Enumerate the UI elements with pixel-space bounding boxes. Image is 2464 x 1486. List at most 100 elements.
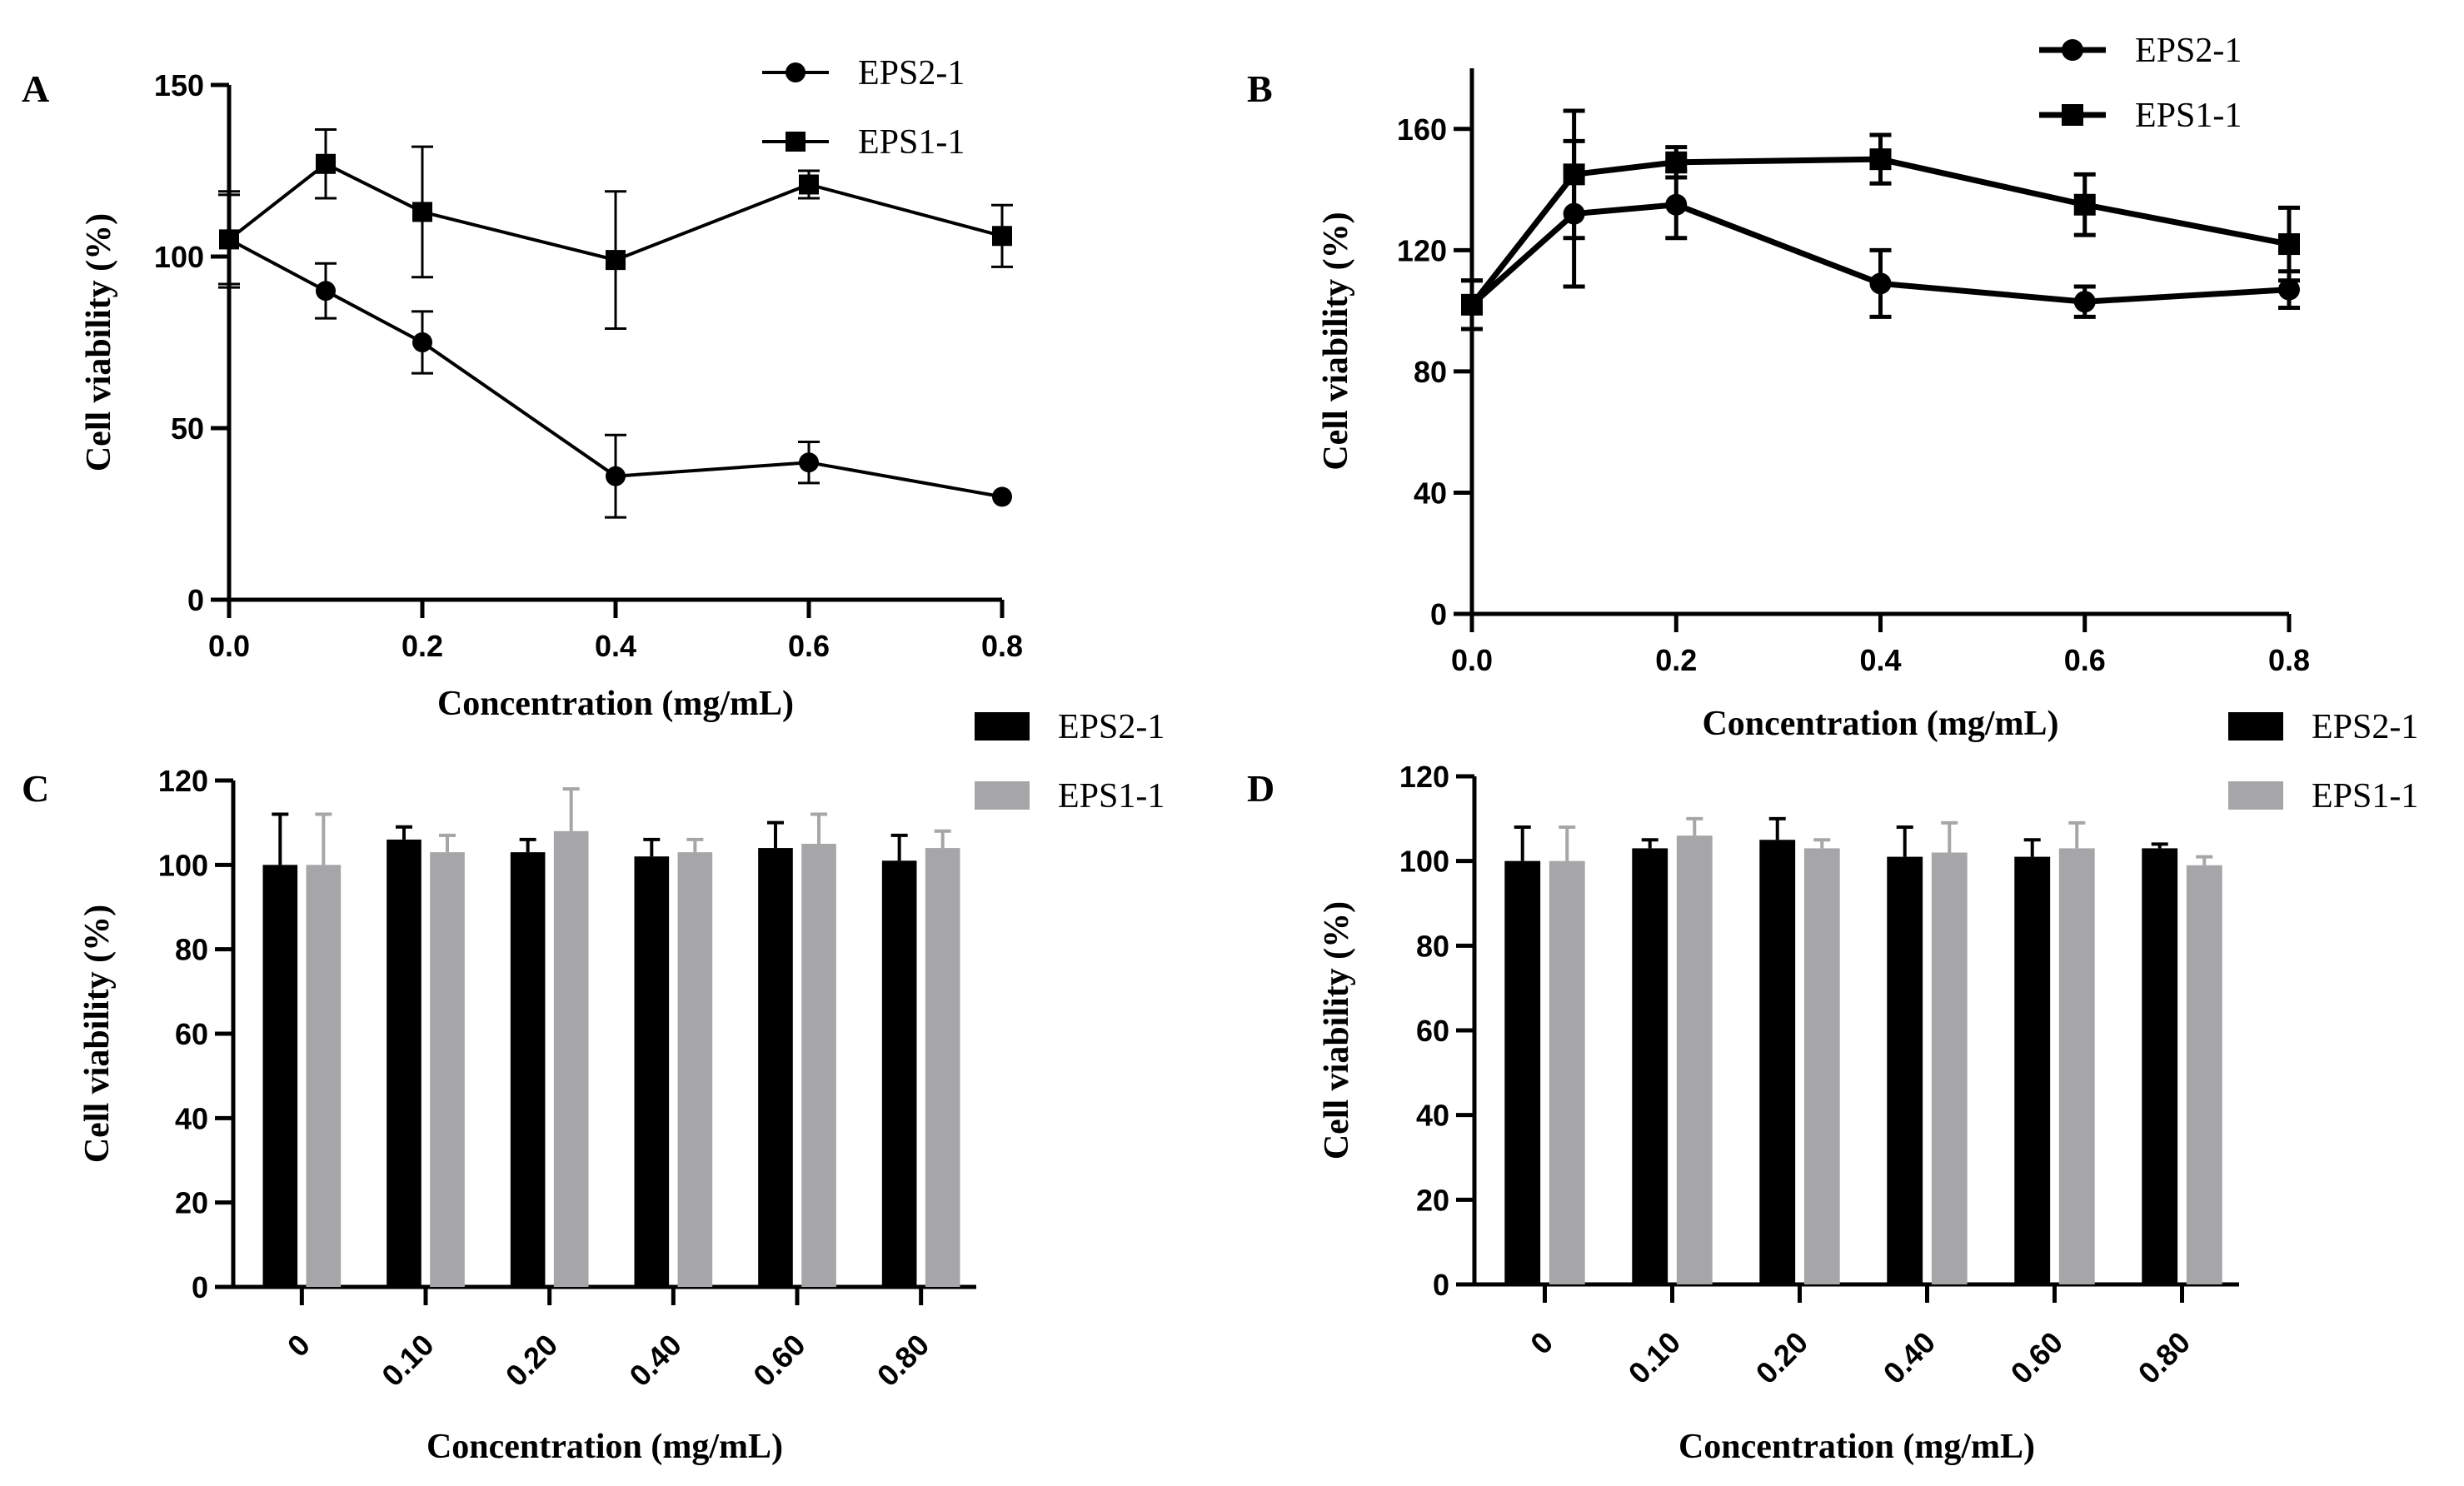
legend-marker-a-eps1-1 — [786, 132, 806, 152]
data-point-a-eps2-1-4 — [799, 452, 819, 473]
panel-letter-d: D — [1247, 767, 1274, 810]
y-tick-label-c-60: 60 — [175, 1017, 208, 1051]
panel-d: 0 20 40 60 80 100 120 D Cell viability (%) Concen… — [1247, 708, 2418, 1466]
y-axis-title-a: Cell viability (%) — [80, 213, 118, 471]
bar-d-eps2-1-0 — [1504, 860, 1541, 1284]
y-tick-label-a-150: 150 — [154, 68, 204, 102]
data-point-b-eps2-1-4 — [2073, 291, 2096, 313]
y-axis-title-c: Cell viability (%) — [78, 905, 117, 1163]
y-tick-label-d-60: 60 — [1416, 1014, 1449, 1048]
error-bar-c-eps2-1-3 — [643, 837, 661, 857]
y-tick-label-a-0: 0 — [187, 583, 204, 617]
y-tick-label-c-20: 20 — [175, 1186, 208, 1220]
error-bar-d-eps2-1-4 — [2023, 838, 2041, 857]
x-tick-label-c-0-10: 0.10 — [375, 1328, 441, 1394]
error-bar-c-eps1-1-2 — [562, 787, 580, 831]
data-point-a-eps1-1-3 — [606, 250, 626, 271]
y-tick-label-c-40: 40 — [175, 1101, 208, 1135]
data-point-a-eps2-1-2 — [412, 332, 432, 352]
error-bar-c-eps1-1-4 — [811, 812, 828, 844]
data-point-a-eps1-1-1 — [316, 153, 336, 174]
error-bar-c-eps1-1-0 — [315, 812, 332, 865]
error-bar-c-eps2-1-2 — [519, 837, 536, 853]
error-bar-c-eps1-1-1 — [439, 833, 456, 853]
error-bar-d-eps2-1-1 — [1641, 838, 1658, 849]
data-point-b-eps1-1-5 — [2278, 233, 2300, 256]
y-tick-label-a-100: 100 — [154, 240, 204, 274]
bar-c-eps1-1-3 — [677, 852, 713, 1287]
legend-label-b-eps2-1: EPS2-1 — [2135, 32, 2242, 70]
bar-d-eps2-1-1 — [1632, 848, 1668, 1284]
x-tick-label-d-0-20: 0.20 — [1749, 1325, 1815, 1391]
bar-c-eps1-1-1 — [430, 852, 465, 1287]
x-axis-title-a: Concentration (mg/mL) — [437, 685, 794, 723]
data-point-b-eps1-1-0 — [1461, 293, 1483, 316]
y-tick-label-c-0: 0 — [192, 1270, 208, 1304]
y-tick-label-d-0: 0 — [1433, 1268, 1449, 1302]
legend-label-d-eps1-1: EPS1-1 — [2312, 777, 2418, 815]
data-point-b-eps1-1-3 — [1869, 148, 1892, 171]
panel-a: 0 50 100 150 A Cell viability (%) Concentratio… — [22, 54, 1023, 723]
data-point-a-eps1-1-2 — [412, 202, 432, 222]
x-tick-label-c-0-20: 0.20 — [499, 1328, 565, 1394]
series-line-b-eps1-1 — [1469, 156, 2290, 307]
error-bar-d-eps2-1-0 — [1514, 825, 1531, 861]
x-tick-label-a-0-0: 0.0 — [208, 629, 250, 663]
bar-c-eps2-1-4 — [758, 848, 793, 1287]
y-tick-label-c-120: 120 — [158, 764, 208, 798]
error-bar-d-eps1-1-5 — [2196, 855, 2213, 865]
panel-letter-a: A — [22, 67, 49, 110]
x-tick-label-d-0-60: 0.60 — [2004, 1325, 2070, 1391]
y-axis-title-d: Cell viability (%) — [1318, 901, 1356, 1159]
x-tick-label-c-0-40: 0.40 — [622, 1328, 688, 1394]
panel-letter-b: B — [1247, 67, 1273, 110]
y-tick-label-c-100: 100 — [158, 848, 208, 882]
legend-label-c-eps1-1: EPS1-1 — [1058, 777, 1165, 815]
data-point-a-eps2-1-1 — [316, 281, 336, 302]
bar-d-eps1-1-1 — [1676, 835, 1713, 1284]
y-tick-label-c-80: 80 — [175, 933, 208, 967]
x-tick-label-a-0-6: 0.6 — [788, 629, 830, 663]
x-axis-title-c: Concentration (mg/mL) — [426, 1428, 783, 1466]
x-tick-label-a-0-4: 0.4 — [595, 629, 636, 663]
bar-d-eps1-1-5 — [2186, 865, 2222, 1284]
y-tick-label-b-160: 160 — [1397, 112, 1447, 147]
error-bar-c-eps1-1-3 — [686, 837, 704, 853]
legend-swatch-c-eps1-1 — [975, 781, 1030, 810]
data-point-b-eps2-1-2 — [1665, 193, 1688, 216]
bar-d-eps1-1-4 — [2058, 848, 2095, 1284]
bar-c-eps2-1-3 — [634, 856, 670, 1287]
legend-label-b-eps1-1: EPS1-1 — [2135, 97, 2242, 135]
legend-swatch-c-eps2-1 — [975, 712, 1030, 741]
bar-c-eps2-1-1 — [387, 839, 421, 1287]
x-tick-label-d-0: 0 — [1524, 1325, 1559, 1361]
panel-c: 0 20 40 60 80 100 120 C Cell viability (%) Concen… — [22, 708, 1165, 1466]
error-bar-d-eps1-1-4 — [2068, 820, 2086, 849]
y-tick-label-d-80: 80 — [1416, 929, 1449, 963]
legend-swatch-d-eps1-1 — [2228, 781, 2283, 810]
bar-d-eps2-1-5 — [2142, 848, 2178, 1284]
data-point-b-eps2-1-3 — [1869, 272, 1892, 295]
bar-c-eps1-1-5 — [925, 848, 960, 1287]
error-bar-d-eps2-1-3 — [1896, 825, 1913, 857]
legend-swatch-d-eps2-1 — [2228, 712, 2283, 741]
error-bar-d-eps1-1-1 — [1686, 816, 1703, 836]
x-tick-label-d-0-80: 0.80 — [2132, 1325, 2197, 1391]
data-point-b-eps1-1-1 — [1563, 163, 1585, 186]
y-tick-label-d-100: 100 — [1399, 845, 1449, 879]
legend-marker-b-eps1-1 — [2062, 104, 2083, 126]
x-tick-label-b-0-4: 0.4 — [1859, 643, 1901, 677]
error-bar-d-eps1-1-0 — [1559, 825, 1576, 861]
bar-c-eps1-1-2 — [553, 830, 589, 1287]
data-point-a-eps1-1-5 — [992, 226, 1012, 247]
error-bar-c-eps2-1-1 — [395, 825, 412, 840]
x-tick-label-a-0-8: 0.8 — [981, 629, 1023, 663]
bar-c-eps1-1-0 — [306, 865, 342, 1287]
data-point-b-eps2-1-5 — [2278, 278, 2300, 301]
bar-c-eps1-1-4 — [801, 844, 836, 1287]
series-line-b-eps2-1 — [1469, 202, 2290, 307]
x-tick-label-b-0-2: 0.2 — [1655, 643, 1697, 677]
x-axis-title-d: Concentration (mg/mL) — [1678, 1428, 2035, 1466]
error-bar-c-eps2-1-0 — [272, 812, 289, 865]
